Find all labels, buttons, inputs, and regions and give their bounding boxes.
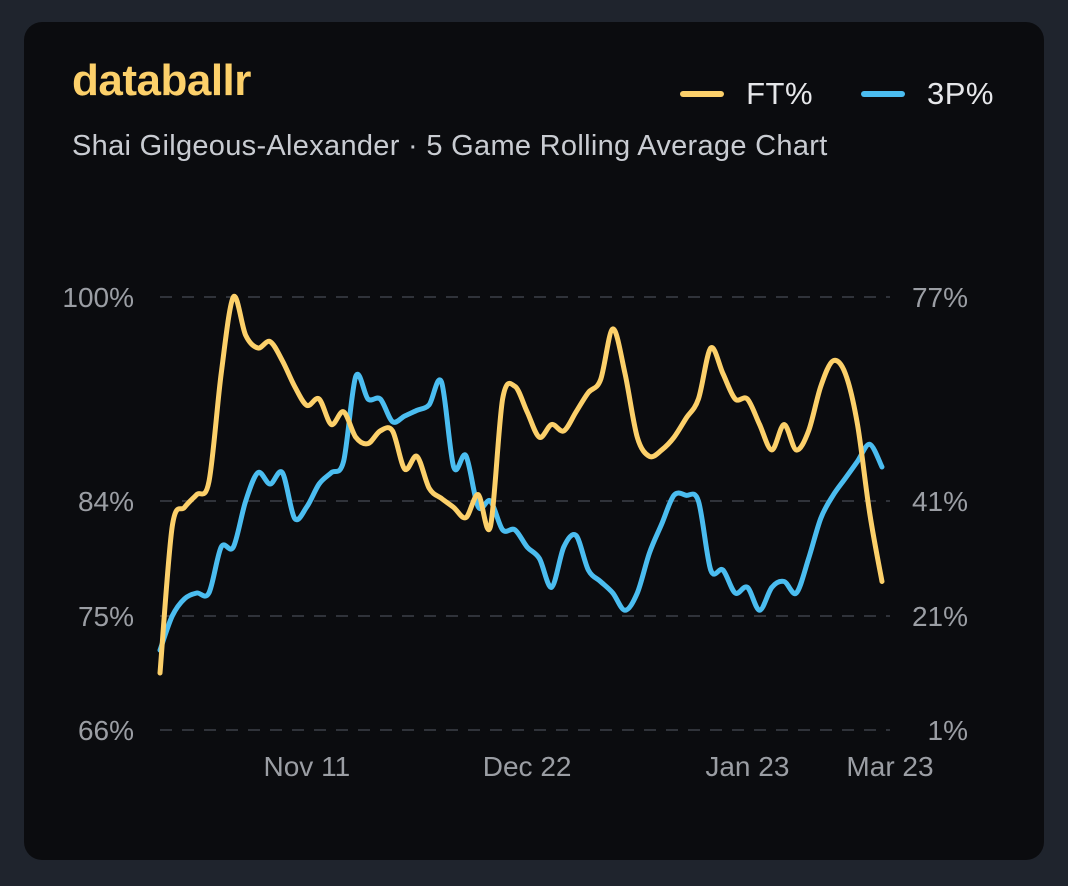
left-tick-label: 84% bbox=[78, 486, 134, 517]
left-tick-label: 75% bbox=[78, 601, 134, 632]
left-tick-label: 66% bbox=[78, 715, 134, 746]
right-tick-label: 77% bbox=[912, 282, 968, 313]
legend-item-ft[interactable]: FT% bbox=[680, 76, 813, 112]
right-tick-label: 1% bbox=[928, 715, 968, 746]
legend-swatch-ft bbox=[680, 91, 725, 97]
right-tick-label: 21% bbox=[912, 601, 968, 632]
legend: FT% 3P% bbox=[680, 76, 994, 112]
chart-subtitle: Shai Gilgeous-Alexander · 5 Game Rolling… bbox=[72, 130, 828, 162]
x-tick-label: Nov 11 bbox=[264, 751, 351, 782]
right-tick-label: 41% bbox=[912, 486, 968, 517]
x-tick-label: Dec 22 bbox=[483, 751, 572, 782]
brand-logo[interactable]: databallr bbox=[72, 56, 251, 105]
legend-label-3p: 3P% bbox=[927, 76, 994, 111]
chart-card bbox=[24, 22, 1044, 860]
legend-item-3p[interactable]: 3P% bbox=[861, 76, 994, 112]
3p-series-line bbox=[157, 371, 885, 653]
left-tick-label: 100% bbox=[62, 282, 134, 313]
legend-swatch-3p bbox=[861, 91, 906, 97]
legend-label-ft: FT% bbox=[746, 76, 814, 111]
x-tick-label: Mar 23 bbox=[846, 751, 933, 782]
x-tick-label: Jan 23 bbox=[705, 751, 789, 782]
ft-series-line bbox=[157, 294, 885, 676]
